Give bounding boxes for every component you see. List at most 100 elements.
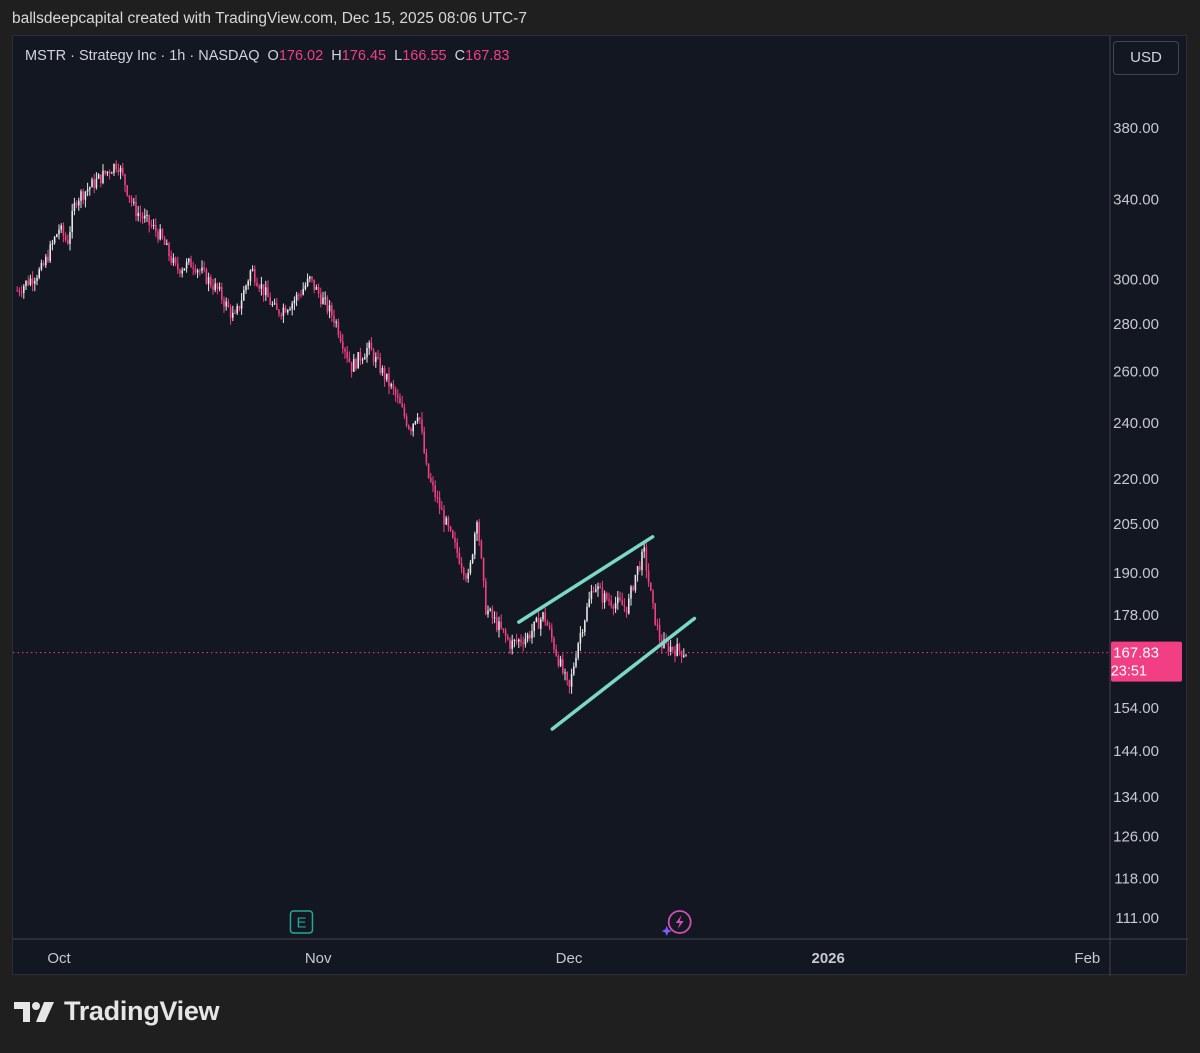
candle-body: [403, 406, 406, 417]
candle-body: [128, 195, 131, 199]
candle-body: [201, 267, 203, 271]
candle-body: [517, 639, 520, 642]
candle-body: [341, 341, 344, 349]
candle-body: [533, 621, 535, 631]
candle-body: [553, 638, 555, 650]
candle-body: [401, 403, 403, 407]
candle-body: [399, 397, 401, 404]
candle-body: [427, 463, 430, 478]
candle-body: [355, 358, 357, 369]
candle-body: [194, 268, 197, 273]
candle-body: [269, 297, 271, 305]
candle-body: [390, 384, 392, 387]
candle-body: [454, 537, 456, 543]
candle-body: [333, 315, 335, 323]
candle-body: [216, 283, 219, 289]
candle-body: [157, 231, 159, 240]
candle-body: [108, 171, 111, 174]
candle-body: [579, 633, 582, 644]
candle-body: [379, 357, 381, 373]
candle-body: [669, 646, 672, 652]
candle-body: [190, 258, 192, 268]
candle-body: [95, 178, 98, 188]
candle-body: [187, 258, 190, 262]
candle-body: [627, 598, 630, 614]
candle-body: [542, 612, 544, 620]
candle-body: [159, 229, 161, 240]
candle-body: [537, 618, 540, 629]
candle-body: [209, 277, 212, 286]
candle-body: [381, 368, 384, 373]
candle-body: [625, 606, 628, 614]
candle-body: [225, 301, 227, 307]
candle-body: [55, 234, 58, 237]
candle-body: [51, 243, 54, 245]
candle-body: [656, 624, 659, 626]
candle-body: [476, 522, 478, 534]
candle-body: [440, 508, 443, 511]
candle-body: [447, 517, 450, 527]
lightning-bolt-icon: [675, 915, 684, 929]
candle-body: [286, 310, 289, 313]
price-tick-label: 154.00: [1113, 700, 1159, 717]
candle-body: [183, 268, 186, 271]
candle-body: [289, 309, 291, 311]
candle-body: [372, 350, 375, 362]
candle-body: [172, 257, 175, 263]
symbol-info[interactable]: MSTR · Strategy Inc · 1h · NASDAQ: [25, 48, 260, 64]
candle-body: [106, 171, 109, 174]
candle-body: [630, 586, 632, 599]
candle-body: [385, 373, 388, 380]
candle-body: [610, 600, 612, 606]
candle-body: [22, 286, 25, 293]
candle-body: [137, 212, 139, 217]
candle-body: [407, 425, 410, 430]
candle-body: [641, 551, 643, 571]
candle-body: [522, 642, 524, 645]
candle-body: [44, 256, 47, 266]
candle-body: [293, 300, 296, 304]
candle-body: [152, 224, 155, 226]
price-tick-label: 118.00: [1114, 871, 1159, 888]
candle-body: [322, 297, 324, 304]
candle-body: [317, 286, 320, 294]
candle-body: [205, 269, 208, 284]
candle-body: [621, 600, 623, 606]
tradingview-logo[interactable]: TradingView: [14, 996, 220, 1027]
candle-body: [40, 263, 43, 270]
candle-body: [236, 306, 238, 314]
candle-body: [436, 497, 439, 499]
chart-panel[interactable]: 380.00 340.00 300.00 280.00 260.00 240.00 220.…: [12, 35, 1188, 976]
candle-body: [368, 342, 370, 349]
candle-body: [27, 280, 29, 285]
candle-body: [438, 497, 441, 509]
candle-body: [588, 599, 590, 607]
candle-body: [53, 236, 56, 244]
candle-body: [64, 235, 67, 241]
candle-body: [117, 169, 120, 173]
candle-body: [489, 608, 491, 611]
attribution-text: ballsdeepcapital created with TradingVie…: [12, 10, 527, 27]
candle-body: [33, 280, 36, 284]
high-label: H: [331, 48, 342, 64]
candle-body: [546, 621, 549, 626]
candle-body: [302, 288, 304, 295]
currency-button[interactable]: USD: [1113, 41, 1179, 75]
candle-body: [304, 285, 307, 289]
candle-body: [104, 170, 106, 174]
channel-trendline: [550, 616, 697, 731]
candle-body: [110, 172, 113, 174]
candle-body: [69, 232, 71, 244]
price-chart[interactable]: 380.00 340.00 300.00 280.00 260.00 240.00 220.…: [13, 36, 1188, 976]
candle-body: [223, 299, 225, 307]
candle-body: [520, 639, 522, 643]
price-tick-label: 126.00: [1113, 829, 1159, 846]
candle-body: [141, 215, 144, 219]
candle-body: [220, 287, 223, 300]
candle-body: [348, 357, 351, 362]
candle-body: [352, 358, 355, 372]
symbol-legend[interactable]: MSTR · Strategy Inc · 1h · NASDAQ O176.0…: [25, 48, 510, 64]
candle-body: [491, 608, 494, 618]
candle-body: [619, 597, 621, 601]
candle-body: [185, 261, 188, 269]
